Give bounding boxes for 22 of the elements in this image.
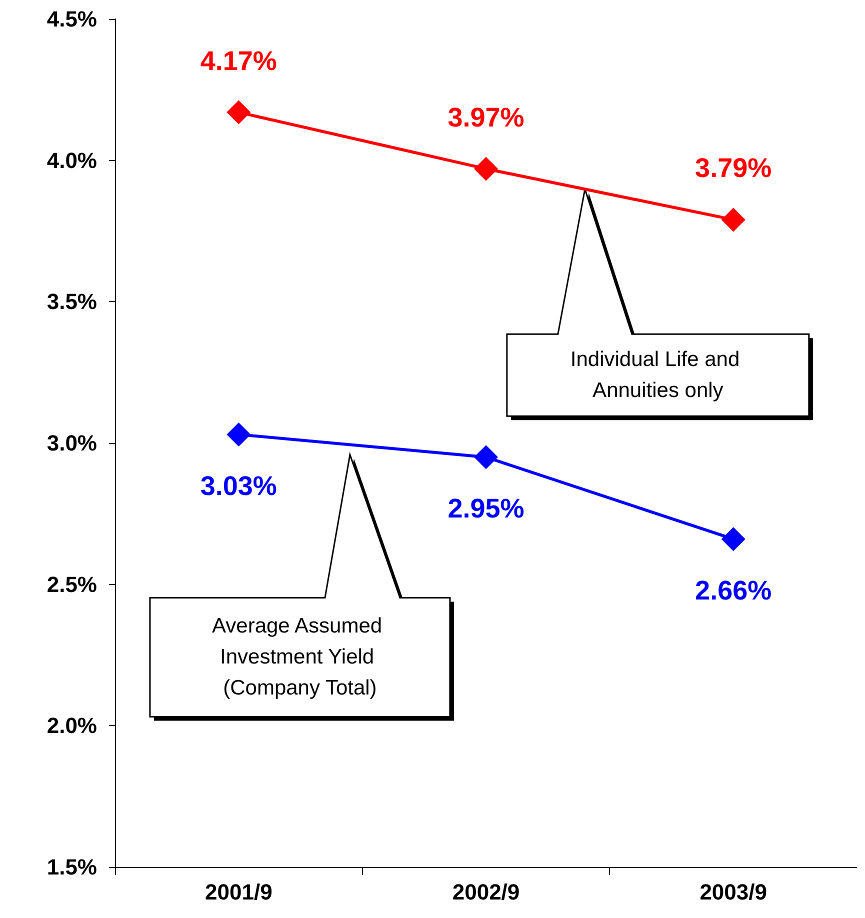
- point: [721, 208, 746, 232]
- data-label: 3.79%: [695, 153, 772, 184]
- y-tick-label: 4.0%: [46, 148, 97, 173]
- y-tick-label: 3.5%: [46, 289, 97, 314]
- data-label: 4.17%: [200, 46, 277, 76]
- data-label: 2.66%: [695, 576, 772, 606]
- point: [226, 100, 251, 124]
- y-tick-label: 2.0%: [46, 713, 97, 738]
- point: [474, 156, 498, 181]
- y-tick-label: 3.0%: [46, 430, 97, 456]
- x-tick-label: 2002/9: [452, 880, 520, 904]
- point: [721, 527, 746, 552]
- data-label: 2.95%: [448, 494, 524, 524]
- annotation: Individual Life and Annuities only: [570, 348, 746, 402]
- y-tick-label: 1.5%: [46, 854, 97, 880]
- point: [474, 445, 498, 470]
- x-tick-label: 2003/9: [700, 880, 767, 904]
- x-tick-label: 2001/9: [205, 880, 272, 904]
- y-tick-label: 2.5%: [46, 572, 97, 597]
- y-tick-label: 4.5%: [46, 6, 97, 32]
- data-label: 3.97%: [448, 102, 524, 132]
- point: [226, 422, 251, 447]
